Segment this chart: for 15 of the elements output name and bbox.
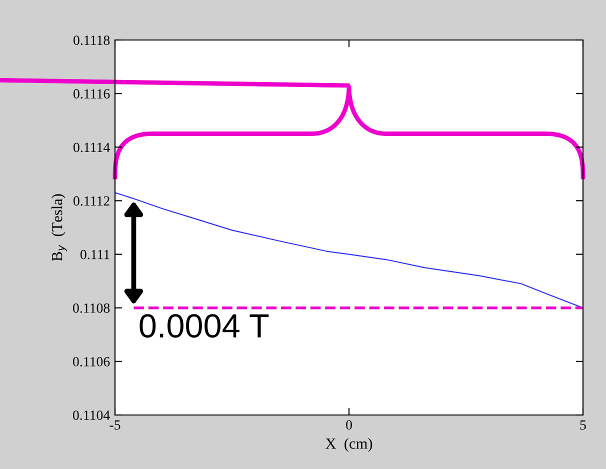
y-tick-label: 0.1112 (74, 196, 110, 206)
y-tick-label: 0.1108 (72, 303, 110, 313)
x-tick-label: 5 (580, 420, 586, 430)
y-axis-title: B$_{y}$ (Tesla) (51, 194, 67, 262)
annotation: 0.0004 T (140, 314, 269, 338)
x-axis-title: X (cm) (326, 438, 372, 452)
y-tick-label: 0.1104 (72, 410, 110, 420)
y-tick-label: 0.111 (80, 250, 110, 260)
line-series (115, 192, 583, 308)
y-tick-label: 0.1116 (74, 89, 110, 99)
x-tick-label: 0 (346, 420, 352, 430)
x-tick-label: -5 (110, 420, 120, 430)
y-tick-label: 0.1106 (72, 357, 110, 366)
y-tick-label: 0.1114 (74, 142, 110, 152)
y-tick-label: 0.1118 (74, 36, 110, 46)
